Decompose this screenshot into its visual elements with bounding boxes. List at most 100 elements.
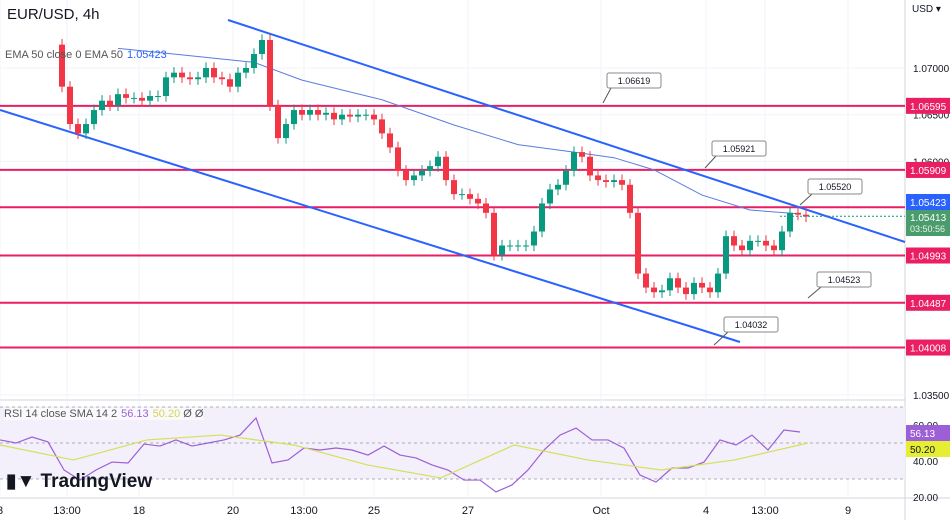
ema-legend[interactable]: EMA 50 close 0 EMA 50 1.05423 <box>5 49 167 61</box>
candle-body <box>379 119 385 134</box>
symbol-title[interactable]: EUR/USD, 4h <box>7 6 100 23</box>
candle-body <box>771 245 777 251</box>
candle-body <box>723 236 729 274</box>
callout-pointer <box>713 331 729 346</box>
currency-label: USD <box>912 4 934 15</box>
candle-body <box>171 72 177 78</box>
candle-body <box>483 203 489 213</box>
rsi-value: 56.13 <box>121 408 149 420</box>
x-tick-label: 9 <box>845 505 851 517</box>
candle-body <box>739 245 745 251</box>
candle-body <box>155 96 161 98</box>
candle-body <box>243 68 249 73</box>
rsi-legend[interactable]: RSI 14 close SMA 14 2 56.13 50.20 Ø Ø <box>4 408 204 420</box>
candle-body <box>659 290 665 293</box>
candle-body <box>307 110 313 115</box>
candle-body <box>195 77 201 80</box>
countdown-label: 03:50:56 <box>910 224 945 234</box>
callout-pointer <box>602 87 612 104</box>
candle-body <box>803 214 809 217</box>
candle-body <box>355 114 361 117</box>
candle-body <box>507 245 513 247</box>
candle-body <box>595 175 601 181</box>
level-price-label: 1.04993 <box>910 252 947 263</box>
candle-body <box>603 180 609 182</box>
callout-box <box>711 140 767 157</box>
level-price-tag <box>906 294 950 311</box>
candle-body <box>699 282 705 288</box>
ema-legend-label: EMA 50 close 0 EMA 50 <box>5 49 124 61</box>
candle-body <box>227 79 233 87</box>
candle-body <box>787 212 793 232</box>
candle-body <box>667 278 673 291</box>
rsi-sma-value: 50.20 <box>152 408 181 420</box>
candle-body <box>107 100 113 106</box>
level-price-tag <box>906 339 950 356</box>
candle-body <box>555 184 561 190</box>
candle-body <box>131 97 137 99</box>
candle-body <box>187 77 193 80</box>
x-tick-label: 18 <box>133 505 145 517</box>
level-price-label: 1.05909 <box>910 166 947 177</box>
y-tick-label: 1.07000 <box>913 64 950 75</box>
candle-body <box>635 212 641 274</box>
candle-body <box>251 53 257 68</box>
x-tick-label: 3 <box>0 505 3 517</box>
candle-body <box>371 114 377 120</box>
callout-label: 1.05520 <box>819 182 852 192</box>
level-price-label: 1.06595 <box>910 102 947 113</box>
candle-body <box>179 72 185 78</box>
candle-body <box>475 198 481 204</box>
candle-body <box>203 68 209 78</box>
rsi-tick-label: 20.00 <box>913 493 938 504</box>
candle-body <box>339 114 345 120</box>
callout-label: 1.05921 <box>723 144 756 154</box>
last-price-tag <box>906 210 950 236</box>
rsi-sma-line <box>0 434 809 479</box>
candle-body <box>643 273 649 288</box>
callout-box <box>816 271 872 288</box>
rsi-sma-tag <box>906 441 950 457</box>
callout-box <box>807 178 863 195</box>
rsi-line <box>0 416 801 493</box>
candle-body <box>315 110 321 115</box>
channel-upper-line <box>227 19 906 243</box>
tradingview-logo: ▮▼ TradingView <box>6 471 153 492</box>
candle-body <box>259 39 265 54</box>
candle-body <box>267 39 273 106</box>
rsi-legend-label: RSI 14 close SMA 14 2 <box>4 408 118 420</box>
candle-body <box>283 124 289 139</box>
level-price-tag <box>906 247 950 264</box>
candle-body <box>579 152 585 157</box>
candle-body <box>523 245 529 247</box>
candle-body <box>795 212 801 215</box>
rsi-extra: Ø Ø <box>183 408 204 420</box>
candle-body <box>411 175 417 181</box>
currency-select[interactable]: USD ▾ <box>912 4 941 15</box>
callout-label: 1.06619 <box>618 76 651 86</box>
candle-body <box>219 77 225 80</box>
y-tick-label: 1.03500 <box>913 391 950 402</box>
callout-pointer <box>704 155 717 169</box>
level-price-label: 1.04008 <box>910 344 947 355</box>
candle-body <box>235 72 241 87</box>
rsi-value-tag-label: 56.13 <box>910 429 935 440</box>
candle-body <box>331 112 337 120</box>
candle-body <box>571 152 577 171</box>
ema-price-label: 1.05423 <box>910 198 947 209</box>
last-price-label: 1.05413 <box>910 213 947 224</box>
callout-box <box>723 316 779 333</box>
candle-body <box>763 240 769 246</box>
candle-body <box>387 133 393 148</box>
candle-body <box>123 94 129 98</box>
candle-body <box>467 194 473 199</box>
candle-body <box>779 231 785 251</box>
level-price-tag <box>906 161 950 178</box>
candle-body <box>707 287 713 293</box>
candle-body <box>587 156 593 176</box>
candle-body <box>291 110 297 125</box>
candle-body <box>491 212 497 255</box>
candle-body <box>91 110 97 125</box>
candle-body <box>611 180 617 182</box>
